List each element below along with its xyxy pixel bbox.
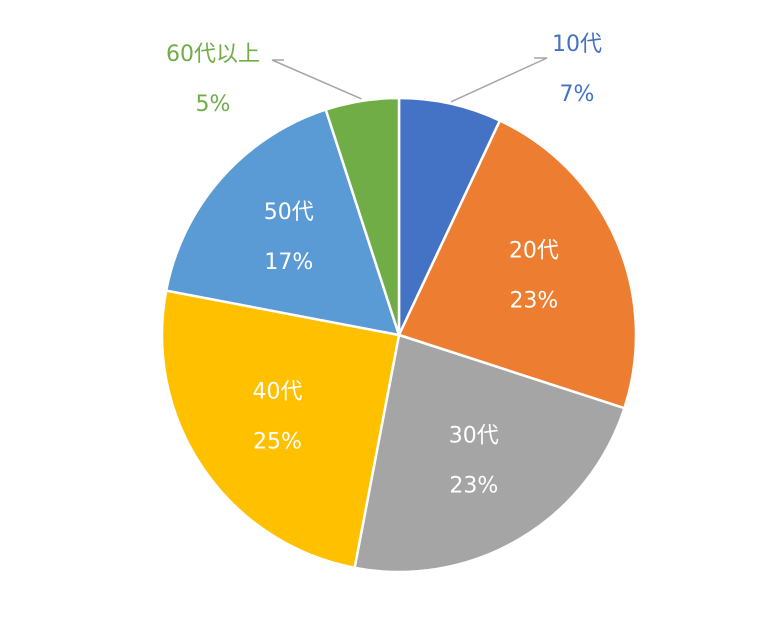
slices-layer <box>160 96 638 574</box>
value-label-6: 5% <box>196 92 231 117</box>
data-labels-layer: 10代 7% 20代 23% 30代 23% 40代 25% 50代 17% 60代以上 5% <box>166 32 602 499</box>
category-label-3: 30代 <box>449 424 499 449</box>
category-label-5: 50代 <box>264 200 314 225</box>
value-label-5: 17% <box>264 250 313 275</box>
category-label-1: 10代 <box>552 32 602 57</box>
slice-1 <box>397 96 502 336</box>
value-label-2: 23% <box>509 289 558 314</box>
slice-3 <box>353 333 626 574</box>
category-label-6: 60代以上 <box>166 42 260 67</box>
value-label-4: 25% <box>253 430 302 455</box>
slice-4 <box>160 289 401 570</box>
leader-lines-layer <box>271 57 548 103</box>
value-label-3: 23% <box>449 474 498 499</box>
value-label-1: 7% <box>560 82 595 107</box>
category-label-2: 20代 <box>509 239 559 264</box>
slice-6 <box>324 96 401 336</box>
leader-line-1 <box>450 57 548 103</box>
slice-2 <box>397 118 638 410</box>
category-label-4: 40代 <box>253 380 303 405</box>
slice-5 <box>164 108 401 337</box>
leader-line-6 <box>271 59 362 100</box>
